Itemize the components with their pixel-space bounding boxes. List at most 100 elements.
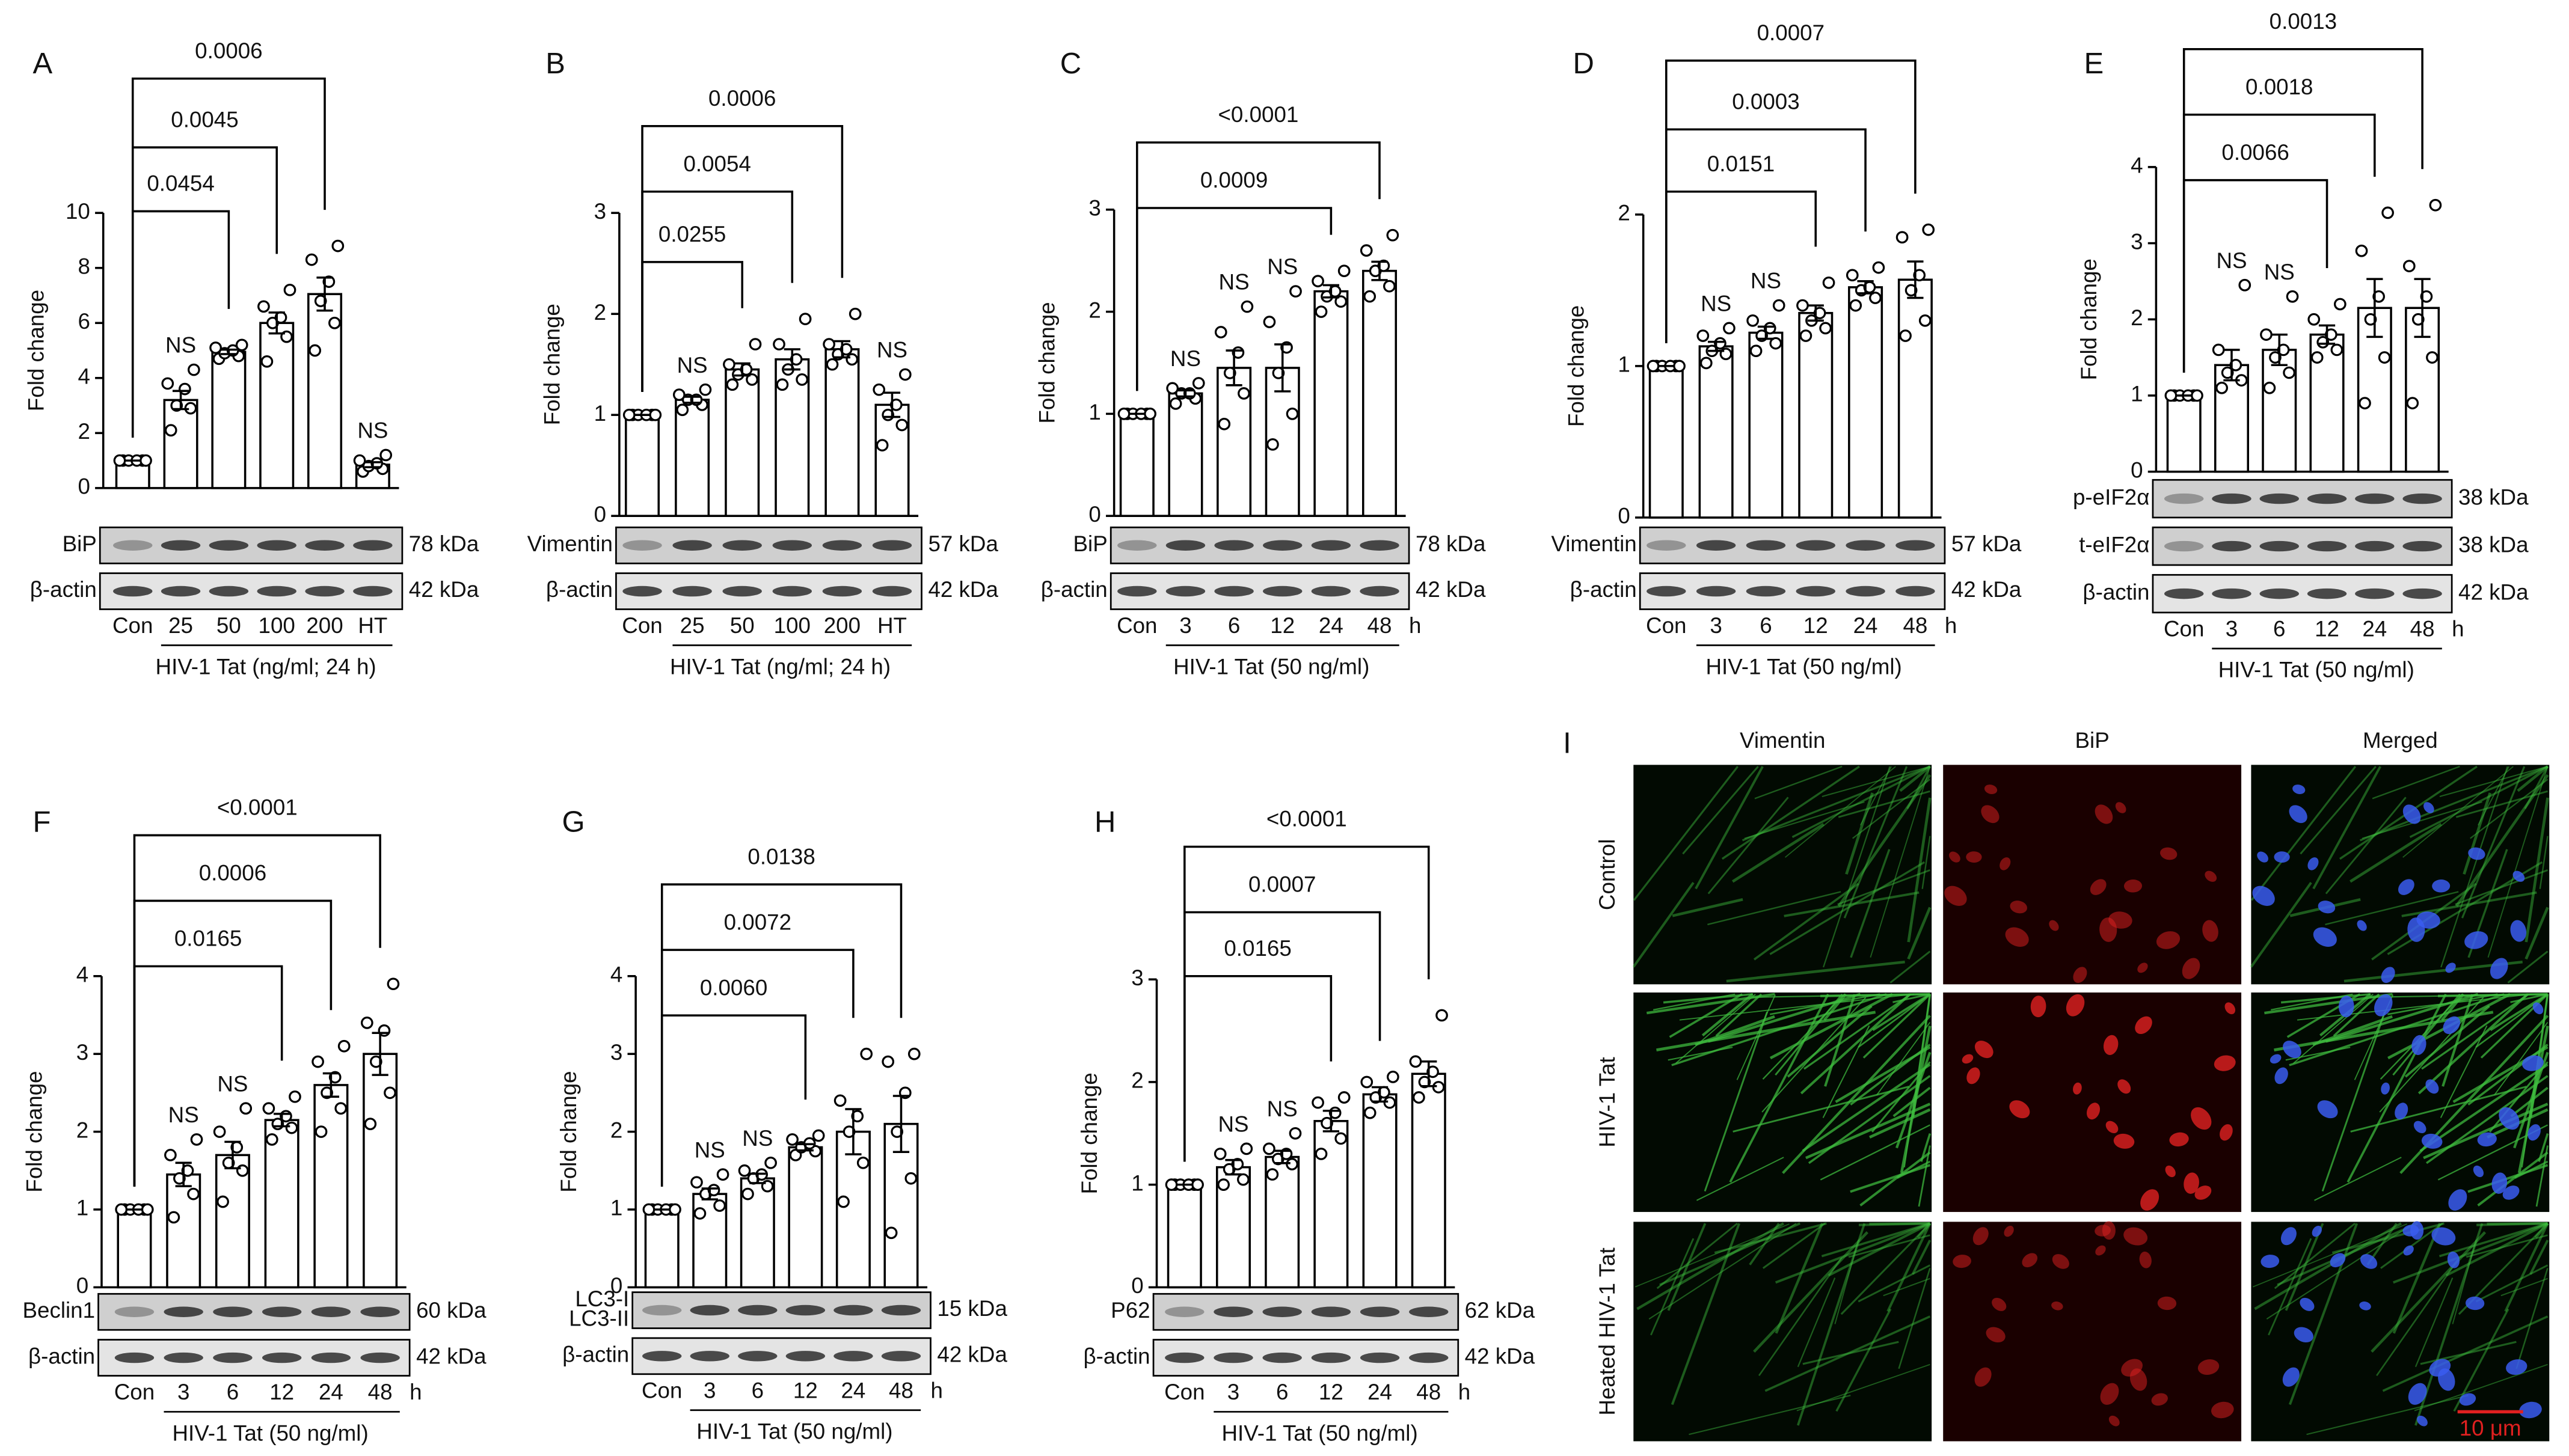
data-point <box>676 403 689 417</box>
y-tick-label: 1 <box>1088 400 1100 424</box>
blot-strip <box>1639 572 1946 610</box>
data-point <box>283 283 296 296</box>
fiber <box>2362 801 2482 839</box>
fiber <box>1907 797 1932 943</box>
column-header: BiP <box>2075 728 2110 753</box>
data-point <box>2333 298 2346 311</box>
nucleus <box>2261 1255 2280 1268</box>
blot-band <box>1214 540 1254 551</box>
x-tick-label: 24 <box>319 1380 343 1404</box>
scale-bar-label: 10 μm <box>2460 1416 2521 1440</box>
fiber <box>2314 1157 2402 1201</box>
fiber <box>1714 1222 1827 1254</box>
x-tick-label: 25 <box>680 613 705 638</box>
nucleus <box>1962 1054 1974 1064</box>
p-value-label: <0.0001 <box>1218 102 1298 127</box>
nucleus <box>2317 1100 2338 1119</box>
nucleus <box>1984 785 1998 794</box>
x-tick-label: Con <box>112 613 153 638</box>
fiber <box>1646 993 1775 1015</box>
nucleus <box>2030 996 2046 1018</box>
blot-band <box>213 1352 253 1363</box>
fiber <box>2393 1222 2549 1284</box>
group-label: HIV-1 Tat (50 ng/ml) <box>1173 654 1369 679</box>
fiber <box>2455 869 2549 905</box>
fiber <box>2445 1222 2549 1277</box>
bar <box>1313 1120 1349 1289</box>
data-point <box>1334 1132 1348 1145</box>
nucleus <box>2381 967 2395 983</box>
data-point <box>2215 381 2228 394</box>
blot-band <box>113 586 153 597</box>
bar <box>1848 286 1883 519</box>
fiber <box>1859 766 1892 826</box>
fiber <box>2421 993 2529 1070</box>
blot-band <box>1165 1352 1205 1363</box>
fiber <box>2325 797 2407 895</box>
data-point <box>1218 417 1231 430</box>
nucleus <box>2140 1189 2159 1211</box>
fiber <box>2455 790 2548 818</box>
error-bar <box>1274 343 1291 393</box>
y-tick-label: 4 <box>2131 153 2143 178</box>
fiber <box>2476 1222 2548 1226</box>
fiber <box>2288 1223 2359 1406</box>
blot-band <box>1409 1352 1449 1363</box>
fiber <box>1671 1223 1740 1406</box>
y-tick-label: 2 <box>1088 298 1100 322</box>
data-point <box>141 1203 154 1216</box>
nucleus <box>2459 1393 2476 1406</box>
bar <box>1313 290 1349 517</box>
y-axis-label: Fold change <box>1077 1072 1102 1194</box>
blot-band <box>1895 586 1935 597</box>
data-point <box>188 363 200 376</box>
fiber <box>2455 774 2549 907</box>
error-bar <box>1907 260 1924 299</box>
fiber <box>1749 1223 1780 1265</box>
nucleus <box>2270 1054 2282 1064</box>
error-bar <box>364 461 381 468</box>
fiber <box>2264 993 2393 1015</box>
bar <box>2166 394 2202 473</box>
data-point <box>1904 284 1918 297</box>
fiber <box>2271 993 2353 1011</box>
fiber <box>1758 1257 1843 1377</box>
nucleus <box>2095 804 2113 824</box>
blot-band <box>311 1306 351 1317</box>
comparison-bracket <box>2182 47 2423 373</box>
y-tick-label: 0 <box>76 1273 88 1298</box>
y-tick-label: 2 <box>2131 305 2143 330</box>
fiber <box>1921 836 1931 889</box>
blot-band <box>1117 540 1157 551</box>
fiber <box>1775 1222 1931 1284</box>
data-point <box>2212 343 2225 356</box>
fiber <box>1753 1231 1868 1353</box>
p-value-label: <0.0001 <box>217 795 298 820</box>
nucleus <box>2448 1189 2467 1211</box>
blot-label: β-actin <box>2083 580 2149 604</box>
blot-band <box>1263 586 1303 597</box>
column-header: Vimentin <box>1740 728 1825 753</box>
nucleus <box>2313 927 2337 947</box>
fiber <box>1769 993 1893 1060</box>
fiber <box>1796 1363 1930 1412</box>
nucleus <box>1966 851 1982 863</box>
fiber <box>1796 1223 1866 1426</box>
data-point <box>823 338 835 350</box>
nucleus <box>2156 931 2181 949</box>
data-point <box>321 1086 333 1100</box>
group-label: HIV-1 Tat (50 ng/ml) <box>2218 658 2414 682</box>
data-point <box>1144 408 1156 420</box>
x-tick-label: 48 <box>1367 613 1392 638</box>
blot-label: LC3-I <box>575 1286 629 1311</box>
x-tick-label: 3 <box>704 1378 716 1402</box>
fiber <box>1769 861 1926 955</box>
data-point <box>764 1156 777 1169</box>
fiber <box>1843 766 1908 919</box>
blot-label: LC3-II <box>569 1306 629 1331</box>
blot-strip <box>631 1291 932 1329</box>
fiber <box>1870 766 1931 958</box>
fiber <box>2350 822 2442 883</box>
data-point <box>2426 351 2439 364</box>
molecular-weight: 62 kDa <box>1465 1298 1535 1323</box>
